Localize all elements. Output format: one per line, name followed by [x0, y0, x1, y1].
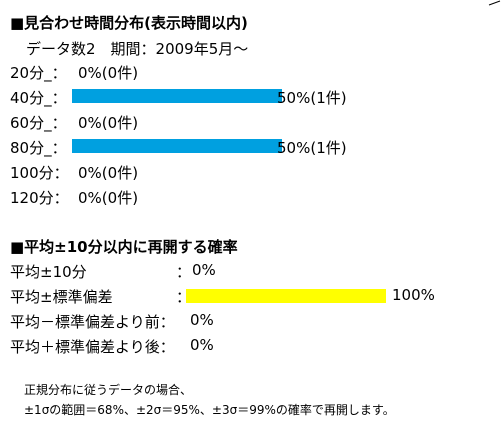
row-value: 0%(0件) [78, 114, 139, 132]
row-value: 0% [190, 311, 214, 329]
row-value: 0%(0件) [78, 164, 139, 182]
corner-mark [487, 0, 502, 6]
row-label: 40分_： [10, 89, 67, 107]
row-label: 平均±標準偏差 [10, 288, 113, 306]
note-line-1: 正規分布に従うデータの場合、 [24, 383, 193, 397]
distribution-subtitle: データ数2 期間：2009年5月～ [26, 40, 249, 58]
row-value: 50%(1件) [277, 89, 347, 107]
row-bar [72, 139, 282, 153]
row-bar [72, 89, 282, 103]
distribution-title: ■見合わせ時間分布(表示時間以内) [10, 14, 248, 32]
row-label: 120分： [10, 189, 69, 207]
row-value: 100% [392, 286, 435, 304]
row-bar [186, 289, 386, 303]
note-line-2: ±1σの範囲＝68%、±2σ＝95%、±3σ＝99%の確率で再開します。 [24, 403, 395, 417]
probability-title: ■平均±10分以内に再開する確率 [10, 238, 238, 256]
row-value: 0% [190, 336, 214, 354]
row-label: 平均－標準偏差より前： [10, 313, 175, 331]
row-label: 100分： [10, 164, 69, 182]
row-label: 20分_： [10, 64, 67, 82]
row-label: 平均±10分 [10, 263, 87, 281]
row-label: 60分_： [10, 114, 67, 132]
row-colon: ： [176, 263, 192, 281]
row-value: 0% [192, 261, 216, 279]
row-value: 0%(0件) [78, 64, 139, 82]
row-value: 0%(0件) [78, 189, 139, 207]
row-value: 50%(1件) [277, 139, 347, 157]
row-label: 平均＋標準偏差より後： [10, 338, 175, 356]
row-label: 80分_： [10, 139, 67, 157]
